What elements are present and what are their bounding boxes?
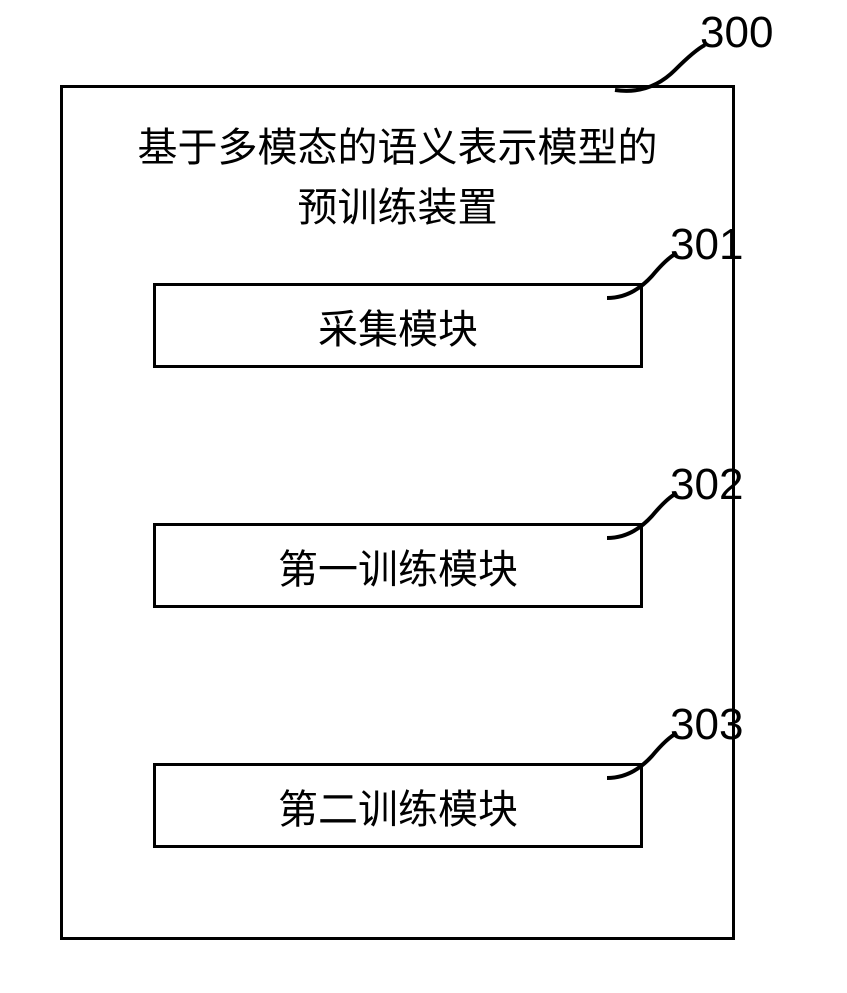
title-line-2: 预训练装置: [298, 186, 498, 230]
ref-label-300: 300: [700, 8, 773, 58]
title-line-1: 基于多模态的语义表示模型的: [138, 126, 658, 170]
ref-label-301: 301: [670, 220, 743, 270]
module-first-training: 第一训练模块: [153, 523, 643, 608]
module-label: 第二训练模块: [278, 777, 518, 835]
module-label: 第一训练模块: [278, 537, 518, 595]
ref-label-302: 302: [670, 460, 743, 510]
ref-label-303: 303: [670, 700, 743, 750]
module-collection: 采集模块: [153, 283, 643, 368]
module-label: 采集模块: [318, 297, 478, 355]
diagram-container: 基于多模态的语义表示模型的 预训练装置 采集模块 第一训练模块 第二训练模块: [60, 85, 735, 940]
diagram-title: 基于多模态的语义表示模型的 预训练装置: [63, 88, 732, 238]
module-second-training: 第二训练模块: [153, 763, 643, 848]
